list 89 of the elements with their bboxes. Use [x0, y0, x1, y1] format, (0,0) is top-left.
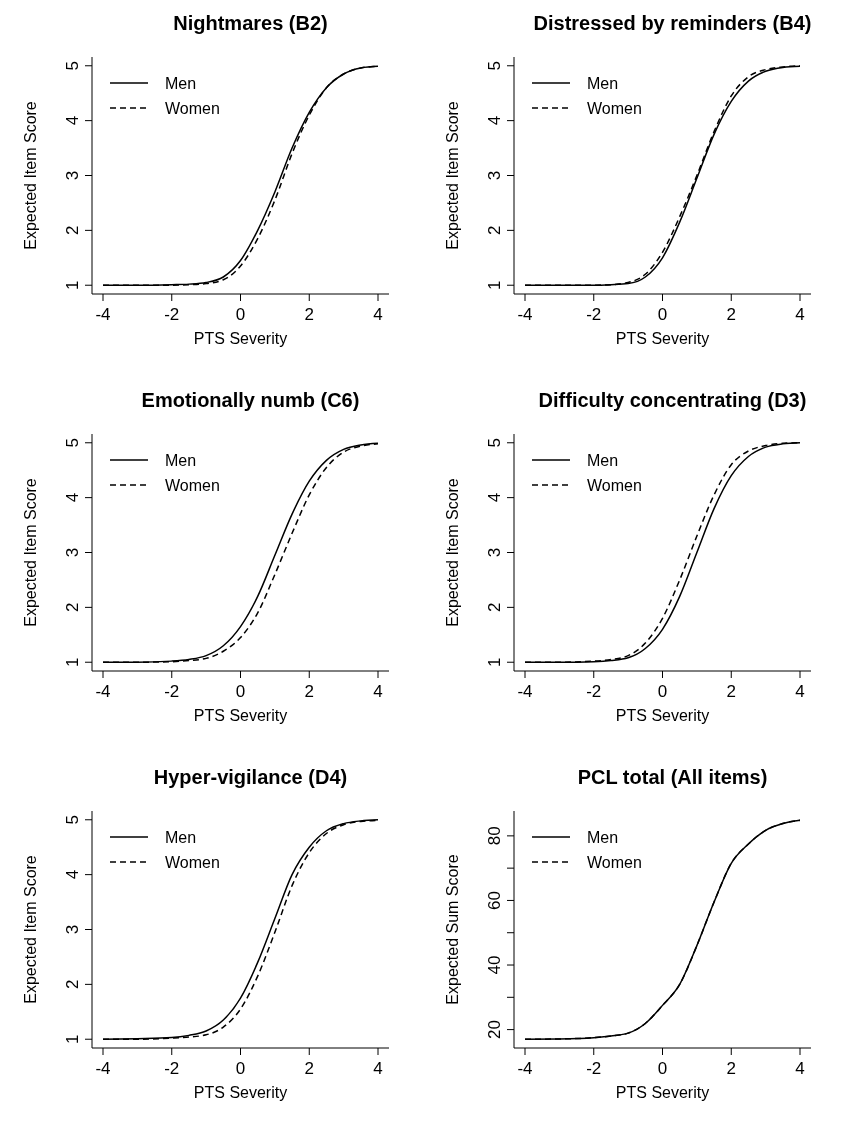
- y-tick-label: 2: [63, 602, 82, 613]
- legend-label: Men: [165, 829, 197, 846]
- x-tick-label: 0: [657, 1059, 668, 1078]
- y-tick-label: 4: [63, 492, 82, 503]
- legend-label: Women: [587, 477, 642, 494]
- x-tick-label: 2: [304, 1059, 314, 1078]
- y-tick-label: 3: [63, 924, 82, 935]
- y-tick-label: 5: [63, 61, 82, 71]
- y-tick-label: 3: [485, 170, 504, 181]
- x-tick-label: 0: [235, 1059, 246, 1078]
- x-tick-label: 0: [235, 682, 246, 701]
- y-tick-label: 40: [485, 955, 504, 975]
- x-tick-label: -4: [95, 305, 111, 324]
- x-axis-title: PTS Severity: [615, 1084, 710, 1101]
- x-axis-title: PTS Severity: [193, 1084, 288, 1101]
- y-tick-label: 4: [63, 115, 82, 126]
- x-tick-label: 2: [304, 682, 314, 701]
- y-tick-label: 20: [485, 1020, 504, 1040]
- chart-title: Nightmares (B2): [173, 12, 328, 34]
- x-axis-title: PTS Severity: [193, 707, 288, 724]
- legend-label: Men: [165, 452, 197, 469]
- y-tick-label: 4: [63, 869, 82, 880]
- chart-title: Difficulty concentrating (D3): [538, 389, 807, 411]
- y-tick-label: 2: [63, 979, 82, 990]
- chart-title: Hyper-vigilance (D4): [153, 766, 348, 788]
- chart-title: Emotionally numb (C6): [141, 389, 360, 411]
- y-axis-title: Expected Sum Score: [444, 854, 461, 1005]
- y-tick-label: 1: [63, 657, 82, 667]
- y-axis-title: Expected Item Score: [444, 478, 461, 627]
- x-tick-label: 4: [373, 305, 383, 324]
- x-tick-label: -2: [586, 682, 602, 701]
- y-axis-title: Expected Item Score: [22, 855, 39, 1004]
- x-tick-label: -4: [95, 1059, 111, 1078]
- x-tick-label: -4: [517, 305, 533, 324]
- x-tick-label: -4: [95, 682, 111, 701]
- x-tick-label: 0: [657, 305, 668, 324]
- chart-title: PCL total (All items): [577, 766, 768, 788]
- y-tick-label: 2: [485, 602, 504, 613]
- legend-label: Women: [165, 100, 220, 117]
- legend-label: Women: [587, 100, 642, 117]
- x-tick-label: 2: [726, 1059, 736, 1078]
- legend-label: Women: [165, 477, 220, 494]
- y-tick-label: 5: [485, 438, 504, 448]
- y-axis-title: Expected Item Score: [22, 478, 39, 627]
- x-tick-label: 4: [795, 682, 805, 701]
- y-tick-label: 80: [485, 826, 504, 846]
- x-tick-label: -2: [164, 1059, 180, 1078]
- x-tick-label: -4: [517, 1059, 533, 1078]
- x-tick-label: -2: [586, 305, 602, 324]
- y-tick-label: 60: [485, 890, 504, 910]
- x-tick-label: -2: [164, 305, 180, 324]
- x-tick-label: -2: [164, 682, 180, 701]
- y-tick-label: 1: [63, 1034, 82, 1044]
- legend-label: Men: [587, 75, 619, 92]
- y-tick-label: 2: [485, 225, 504, 236]
- legend-label: Men: [165, 75, 197, 92]
- y-tick-label: 5: [63, 438, 82, 448]
- legend-label: Women: [165, 854, 220, 871]
- y-tick-label: 1: [485, 657, 504, 667]
- y-tick-label: 4: [485, 115, 504, 126]
- y-tick-label: 1: [63, 280, 82, 290]
- y-axis-title: Expected Item Score: [444, 101, 461, 250]
- y-tick-label: 1: [485, 280, 504, 290]
- x-tick-label: 4: [795, 305, 805, 324]
- legend-label: Women: [587, 854, 642, 871]
- y-tick-label: 5: [485, 61, 504, 71]
- x-tick-label: 0: [657, 682, 668, 701]
- x-axis-title: PTS Severity: [193, 330, 288, 347]
- x-tick-label: 4: [373, 682, 383, 701]
- y-tick-label: 3: [63, 547, 82, 558]
- y-axis-title: Expected Item Score: [22, 101, 39, 250]
- x-tick-label: 4: [373, 1059, 383, 1078]
- x-tick-label: -4: [517, 682, 533, 701]
- x-tick-label: 2: [726, 682, 736, 701]
- x-tick-label: 2: [726, 305, 736, 324]
- x-axis-title: PTS Severity: [615, 707, 710, 724]
- x-tick-label: 4: [795, 1059, 805, 1078]
- x-tick-label: 2: [304, 305, 314, 324]
- y-tick-label: 5: [63, 815, 82, 825]
- legend-label: Men: [587, 452, 619, 469]
- y-tick-label: 2: [63, 225, 82, 236]
- x-tick-label: -2: [586, 1059, 602, 1078]
- chart-title: Distressed by reminders (B4): [533, 12, 812, 34]
- x-axis-title: PTS Severity: [615, 330, 710, 347]
- x-tick-label: 0: [235, 305, 246, 324]
- y-tick-label: 4: [485, 492, 504, 503]
- legend-label: Men: [587, 829, 619, 846]
- y-tick-label: 3: [485, 547, 504, 558]
- y-tick-label: 3: [63, 170, 82, 181]
